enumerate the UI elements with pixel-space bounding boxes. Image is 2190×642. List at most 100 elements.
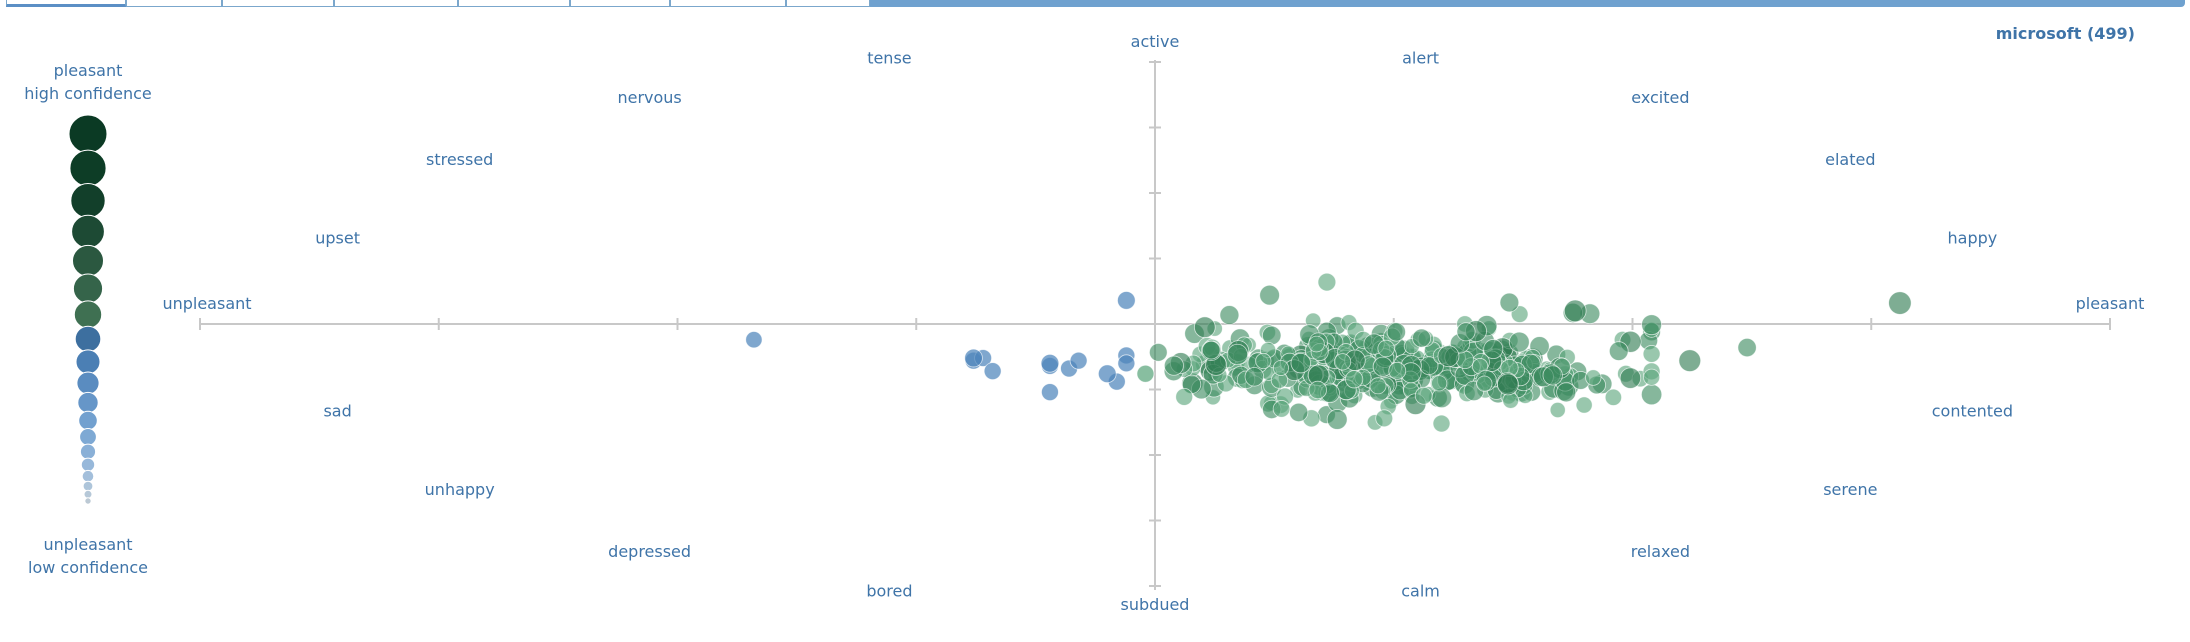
data-point bbox=[1437, 345, 1460, 368]
data-point bbox=[1499, 292, 1520, 313]
mood-label-depressed: depressed bbox=[608, 542, 691, 561]
data-point bbox=[1556, 382, 1577, 403]
legend-bubbles bbox=[68, 114, 108, 505]
axes bbox=[199, 60, 2111, 590]
data-point bbox=[1678, 349, 1702, 372]
data-point bbox=[1262, 325, 1282, 346]
data-point bbox=[1508, 331, 1530, 353]
data-point bbox=[1585, 369, 1602, 386]
data-point bbox=[1431, 375, 1448, 392]
data-point bbox=[1575, 396, 1593, 414]
tab-2[interactable] bbox=[126, 0, 222, 7]
legend-bubble bbox=[76, 371, 100, 395]
legend-bottom-line1: unpleasant bbox=[43, 535, 132, 554]
legend-bubble bbox=[69, 149, 107, 187]
mood-label-bored: bored bbox=[866, 582, 912, 601]
data-point bbox=[1641, 383, 1663, 406]
data-point bbox=[1219, 305, 1240, 325]
data-point bbox=[1641, 314, 1662, 336]
mood-label-tense: tense bbox=[867, 48, 911, 67]
data-points bbox=[745, 272, 1912, 433]
data-point bbox=[1149, 343, 1168, 362]
data-point bbox=[1194, 316, 1216, 339]
tab-7[interactable] bbox=[670, 0, 786, 7]
mood-label-upset: upset bbox=[315, 228, 360, 247]
data-point bbox=[1542, 365, 1563, 386]
legend-bubble bbox=[82, 480, 94, 492]
data-point bbox=[964, 348, 983, 368]
data-point bbox=[1563, 299, 1587, 323]
axis-label-unpleasant: unpleasant bbox=[162, 294, 251, 313]
data-point bbox=[1497, 373, 1519, 396]
data-point bbox=[1290, 352, 1311, 374]
mood-label-contented: contented bbox=[1932, 402, 2013, 421]
axis-label-active: active bbox=[1131, 32, 1180, 51]
data-point bbox=[1432, 414, 1451, 433]
legend-bubble bbox=[73, 300, 103, 329]
tab-bar-fill bbox=[870, 0, 2185, 7]
data-point bbox=[1608, 341, 1629, 361]
legend-bubble bbox=[83, 489, 93, 499]
legend-bubble bbox=[68, 114, 108, 154]
data-point bbox=[1259, 284, 1280, 306]
data-point bbox=[1333, 353, 1352, 371]
data-point bbox=[1136, 364, 1155, 383]
mood-label-nervous: nervous bbox=[617, 88, 681, 107]
mood-label-excited: excited bbox=[1631, 88, 1689, 107]
confidence-legend: pleasant high confidence unpleasant low … bbox=[24, 61, 152, 577]
tab-3[interactable] bbox=[222, 0, 334, 7]
mood-label-serene: serene bbox=[1823, 480, 1877, 499]
data-point bbox=[1502, 392, 1519, 409]
mood-label-sad: sad bbox=[323, 402, 351, 421]
legend-bubble bbox=[81, 469, 95, 483]
legend-top-line1: pleasant bbox=[54, 61, 123, 80]
legend-bubble bbox=[79, 428, 97, 446]
data-point bbox=[983, 362, 1002, 381]
data-point bbox=[1388, 361, 1407, 380]
data-point bbox=[1272, 400, 1291, 418]
data-point bbox=[1619, 367, 1642, 389]
data-point bbox=[1375, 409, 1394, 428]
data-point bbox=[1888, 291, 1912, 315]
legend-bubble bbox=[72, 273, 104, 304]
data-point bbox=[1201, 340, 1221, 360]
legend-bubble bbox=[80, 457, 96, 472]
data-point bbox=[1163, 355, 1184, 376]
tab-5[interactable] bbox=[458, 0, 570, 7]
mood-label-relaxed: relaxed bbox=[1631, 542, 1690, 561]
data-point bbox=[1308, 380, 1327, 400]
data-point bbox=[1643, 368, 1661, 386]
data-point bbox=[1226, 343, 1249, 366]
mood-label-unhappy: unhappy bbox=[425, 480, 495, 499]
tab-8[interactable] bbox=[786, 0, 870, 7]
legend-bubble bbox=[78, 410, 98, 431]
data-point bbox=[1414, 386, 1433, 405]
data-point bbox=[1117, 354, 1136, 373]
data-point bbox=[1549, 401, 1566, 418]
data-point bbox=[1244, 367, 1265, 387]
data-point bbox=[1289, 402, 1309, 422]
mood-label-stressed: stressed bbox=[426, 150, 493, 169]
data-point bbox=[1377, 339, 1395, 358]
data-point bbox=[1476, 375, 1493, 392]
data-point bbox=[1642, 345, 1661, 363]
legend-bottom-line2: low confidence bbox=[28, 558, 148, 577]
tab-4[interactable] bbox=[334, 0, 458, 7]
legend-bubble bbox=[71, 214, 105, 249]
legend-bubble bbox=[74, 325, 102, 353]
mood-label-calm: calm bbox=[1401, 582, 1440, 601]
data-point bbox=[1456, 322, 1476, 342]
data-point bbox=[1069, 351, 1088, 370]
chart-title: microsoft (499) bbox=[1996, 24, 2135, 43]
tab-bar bbox=[0, 0, 2190, 10]
axis-label-pleasant: pleasant bbox=[2076, 294, 2145, 313]
mood-label-alert: alert bbox=[1402, 48, 1439, 67]
data-point bbox=[1369, 377, 1387, 395]
tab-6[interactable] bbox=[570, 0, 670, 7]
legend-top-line2: high confidence bbox=[24, 84, 152, 103]
data-point bbox=[1345, 370, 1364, 389]
tab-1[interactable] bbox=[6, 0, 126, 7]
data-point bbox=[1604, 388, 1623, 406]
